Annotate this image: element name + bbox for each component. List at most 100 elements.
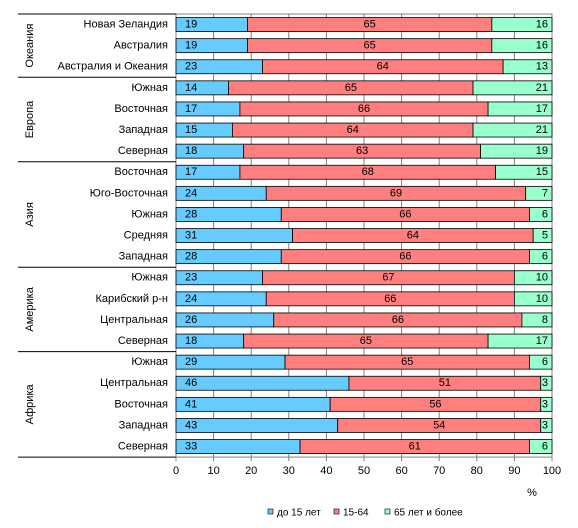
x-tick-label: 50 [358, 465, 370, 477]
legend-label: 65 лет и более [394, 507, 463, 519]
bar-segment [529, 439, 553, 454]
bar-segment [491, 38, 553, 54]
data-label: 56 [429, 398, 441, 410]
group-label: Океания [24, 24, 36, 68]
bar-segment [525, 185, 553, 201]
x-tick-label: 100 [543, 465, 561, 477]
row-label: Северная [118, 145, 168, 157]
data-label: 65 [345, 82, 357, 94]
legend-swatch [384, 508, 391, 515]
row-label: Северная [118, 440, 168, 452]
data-label: 6 [542, 440, 548, 452]
data-label: 21 [536, 124, 548, 136]
data-label: 64 [347, 124, 359, 136]
data-label: 66 [399, 251, 411, 263]
row-label: Западная [119, 419, 168, 431]
data-label: 14 [185, 82, 197, 94]
legend: до 15 лет 15-64 65 лет и более [267, 507, 463, 519]
data-label: 61 [409, 440, 421, 452]
x-tick-label: 0 [173, 465, 179, 477]
data-label: 10 [536, 293, 548, 305]
row-label: Северная [118, 335, 168, 347]
data-label: 19 [536, 145, 548, 157]
data-label: 31 [185, 229, 197, 241]
bar-segment [480, 143, 553, 159]
row-label: Центральная [100, 314, 168, 326]
row-label: Южная [131, 208, 168, 220]
bar-segment [502, 59, 553, 75]
group-label: Европа [24, 100, 36, 138]
bar-segment [472, 122, 553, 138]
data-label: 28 [185, 251, 197, 263]
data-label: 16 [536, 18, 548, 30]
data-label: 43 [185, 419, 197, 431]
bar-segment [514, 291, 553, 307]
bar-segment [532, 228, 553, 243]
row-label: Западная [119, 251, 168, 263]
data-label: 64 [407, 229, 419, 241]
data-label: 6 [542, 208, 548, 220]
data-label: 29 [185, 356, 197, 368]
data-label: 66 [399, 208, 411, 220]
x-tick-label: 80 [471, 465, 483, 477]
data-label: 3 [542, 419, 548, 431]
row-label: Восточная [114, 398, 168, 410]
data-label: 18 [185, 335, 197, 347]
data-label: 6 [542, 356, 548, 368]
x-tick-label: 10 [207, 465, 219, 477]
data-label: 24 [185, 293, 197, 305]
bar-segment [175, 396, 331, 412]
data-label: 46 [185, 377, 197, 389]
data-label: 6 [542, 251, 548, 263]
data-label: 17 [536, 103, 548, 115]
data-label: 28 [185, 208, 197, 220]
x-tick-label: 20 [245, 465, 257, 477]
legend-swatch [267, 508, 274, 515]
bar-segment [521, 312, 553, 328]
data-label: 3 [542, 377, 548, 389]
bar-segment [540, 396, 553, 412]
data-label: 5 [542, 229, 548, 241]
data-label: 33 [185, 440, 197, 452]
x-axis-title: % [527, 487, 537, 499]
data-label: 21 [536, 82, 548, 94]
data-label: 15 [536, 166, 548, 178]
x-tick-label: 30 [283, 465, 295, 477]
row-label: Средняя [124, 229, 168, 241]
data-label: 13 [536, 61, 548, 73]
row-label: Австралия [114, 40, 168, 52]
group-label: Азия [24, 202, 36, 227]
row-label: Южная [131, 356, 168, 368]
data-label: 68 [362, 166, 374, 178]
data-label: 66 [392, 314, 404, 326]
data-label: 66 [358, 103, 370, 115]
data-label: 8 [542, 314, 548, 326]
row-label: Австралия и Океания [57, 61, 168, 73]
bar-segment [495, 164, 553, 180]
data-label: 17 [185, 103, 197, 115]
data-label: 17 [536, 335, 548, 347]
legend-label: до 15 лет [277, 508, 321, 519]
bar-segment [529, 207, 553, 222]
data-label: 41 [185, 398, 197, 410]
row-label: Южная [131, 272, 168, 284]
bar-segment [529, 354, 553, 370]
data-label: 63 [356, 145, 368, 157]
row-label: Южная [131, 82, 168, 94]
data-label: 15 [185, 124, 197, 136]
data-label: 3 [542, 398, 548, 410]
legend-swatch [333, 508, 340, 515]
data-label: 66 [384, 293, 396, 305]
data-label: 23 [185, 61, 197, 73]
data-label: 65 [360, 335, 372, 347]
data-label: 65 [401, 356, 413, 368]
bar-segment [540, 418, 553, 433]
group-label: Африка [24, 383, 36, 424]
bar-segment [487, 333, 553, 349]
data-label: 18 [185, 145, 197, 157]
bar-segment [487, 101, 553, 117]
bar-segment [472, 80, 553, 96]
bar-segment [175, 80, 230, 96]
data-label: 16 [536, 40, 548, 52]
